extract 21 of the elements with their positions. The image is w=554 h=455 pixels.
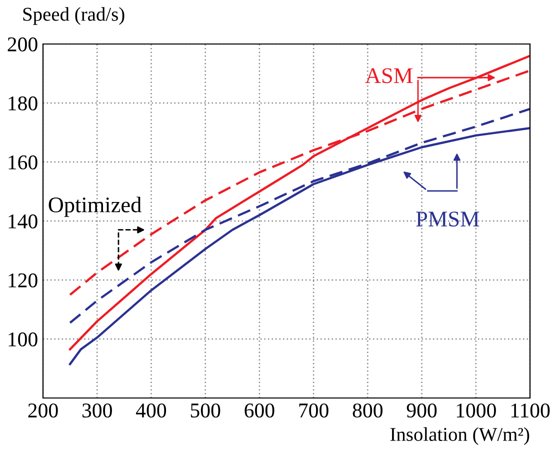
y-tick-label: 120	[8, 273, 38, 288]
x-tick-label: 700	[299, 403, 328, 418]
x-tick-label: 600	[244, 403, 274, 418]
x-tick-label: 400	[136, 403, 166, 418]
y-tick-label: 180	[8, 96, 38, 110]
x-tick-label: 1100	[511, 403, 550, 418]
x-tick-label: 800	[352, 403, 382, 418]
x-tick-label: 200	[28, 403, 58, 418]
annotation: PMSM	[416, 212, 480, 227]
y-tick-label: 100	[8, 332, 38, 346]
y-axis-title: Speed (rad/s)	[23, 7, 124, 25]
x-tick-label: 900	[406, 403, 437, 418]
y-tick-label: 160	[8, 155, 38, 170]
x-tick-label: 500	[190, 403, 220, 418]
y-tick-label: 200	[8, 37, 38, 52]
x-tick-label: 300	[82, 403, 112, 418]
y-tick-label: 140	[8, 214, 38, 228]
annotation: Optimized	[48, 196, 142, 217]
x-tick-label: 1000	[456, 403, 496, 418]
x-axis-title: Insolation (W/m²)	[390, 427, 530, 445]
annotation: ASM	[365, 68, 412, 84]
